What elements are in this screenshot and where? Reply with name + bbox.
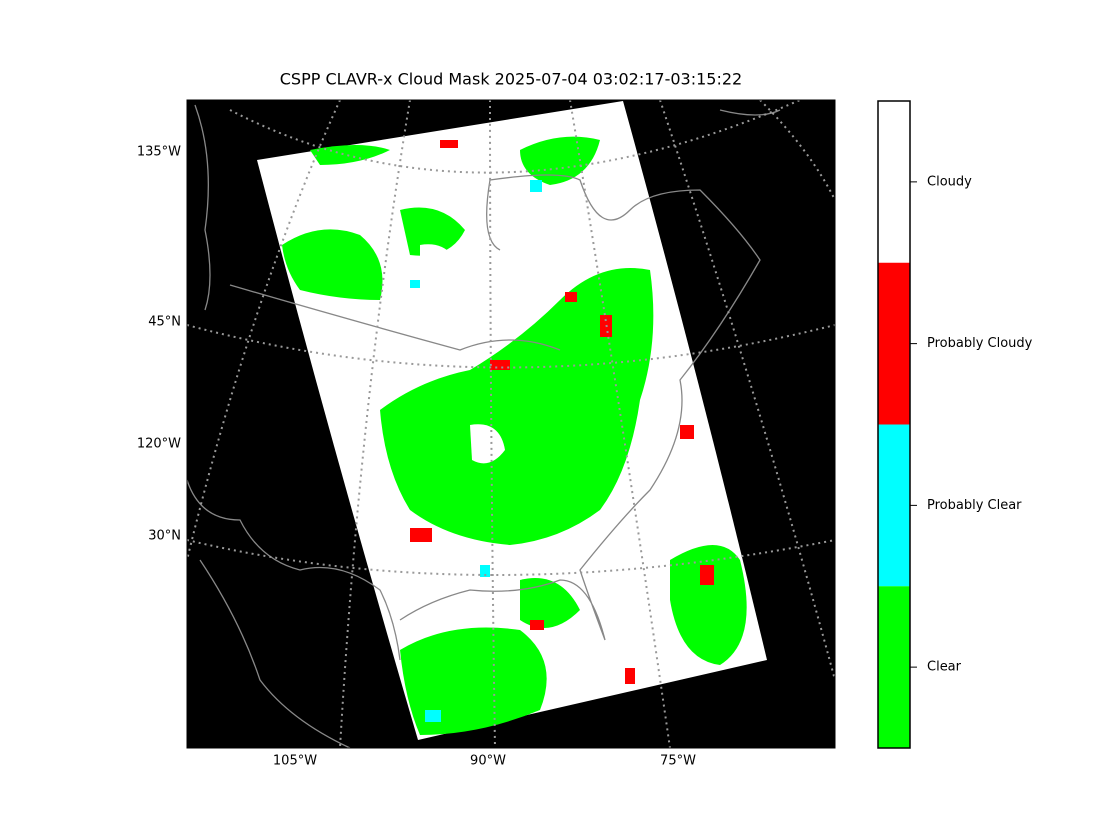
left-label: 135°W bbox=[137, 145, 181, 160]
colorbar-label: Clear bbox=[927, 660, 962, 675]
colorbar-segment bbox=[878, 586, 910, 748]
colorbar-segment bbox=[878, 424, 910, 587]
cloud-holes bbox=[420, 244, 505, 464]
bottom-label: 75°W bbox=[660, 754, 696, 769]
colorbar-label: Probably Clear bbox=[927, 498, 1022, 513]
bottom-label: 105°W bbox=[273, 754, 317, 769]
colorbar-frame bbox=[877, 100, 911, 749]
title: CSPP CLAVR-x Cloud Mask 2025-07-04 03:02… bbox=[280, 70, 742, 89]
colorbar-segment bbox=[878, 262, 910, 425]
left-label: 45°N bbox=[148, 315, 181, 330]
clear-regions bbox=[282, 136, 747, 735]
colorbar-label: Cloudy bbox=[927, 174, 972, 189]
probably-cloudy-regions bbox=[410, 140, 714, 684]
map-frame bbox=[186, 99, 836, 749]
left-label: 120°W bbox=[137, 437, 181, 452]
left-label: 30°N bbox=[148, 529, 181, 544]
colorbar-segment bbox=[878, 101, 910, 263]
bottom-label: 90°W bbox=[470, 754, 506, 769]
map bbox=[186, 99, 836, 749]
graticule bbox=[187, 100, 835, 748]
colorbar-label: Probably Cloudy bbox=[927, 336, 1033, 351]
probably-clear-regions bbox=[410, 180, 542, 722]
coastlines bbox=[187, 104, 781, 748]
